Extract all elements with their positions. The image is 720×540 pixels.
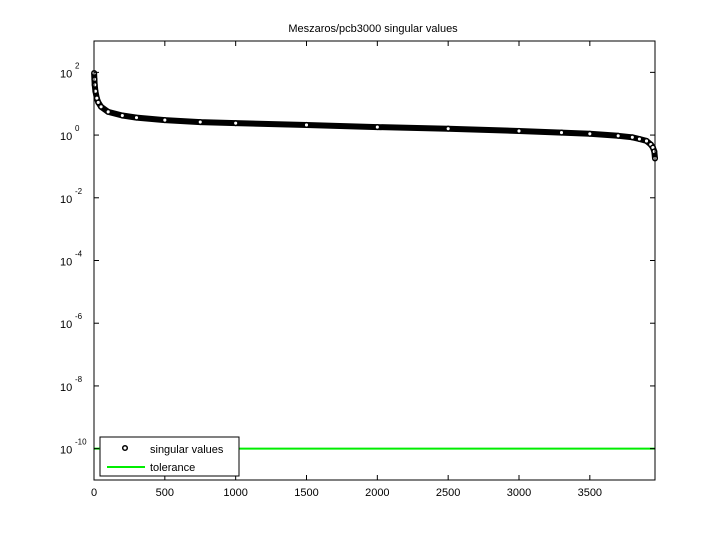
legend-label-tolerance: tolerance [150,462,195,474]
data-point [133,114,140,121]
data-point [636,135,643,143]
x-tick-label: 2500 [436,487,460,499]
y-tick-label: 10 [60,382,72,394]
data-point [197,119,204,126]
y-tick-exponent: 2 [75,61,80,70]
data-point [98,103,105,110]
data-point [95,99,102,106]
y-tick-label: 10 [60,194,72,206]
plot-frame [93,40,656,481]
y-tick-label: 10 [60,319,72,331]
y-tick-label: 10 [60,131,72,143]
singular-values-band [91,72,658,159]
data-point [515,127,523,135]
y-tick-exponent: -8 [75,375,83,384]
data-point [91,81,98,88]
x-tick-label: 3500 [578,487,602,499]
data-point [105,108,112,115]
data-point [232,120,239,127]
chart-title: Meszaros/pcb3000 singular values [288,23,458,35]
legend: singular values tolerance [99,436,240,477]
x-tick-label: 1000 [223,487,247,499]
x-tick-label: 1500 [294,487,318,499]
y-tick-exponent: -6 [75,312,83,321]
legend-marker-singular-values [121,444,129,452]
data-point [374,124,381,131]
axis-ticks: 0 500 1000 1500 2000 2500 3000 350010210010-210… [60,41,655,499]
x-tick-label: 0 [91,487,97,499]
legend-box [99,436,240,477]
data-point [586,130,593,137]
data-point [643,137,650,144]
data-point [651,148,658,155]
y-tick-label: 10 [60,445,72,457]
x-tick-label: 3000 [507,487,531,499]
data-point [615,132,622,139]
y-tick-exponent: -10 [75,438,87,447]
x-tick-label: 500 [156,487,174,499]
data-point [303,121,310,129]
y-tick-exponent: -4 [75,250,83,259]
x-tick-label: 2000 [365,487,389,499]
data-point [558,129,565,136]
y-tick-label: 10 [60,68,72,80]
data-point [629,134,636,141]
legend-label-singular-values: singular values [150,444,224,456]
data-point [445,125,452,132]
plot-marks [91,70,659,450]
data-point [119,112,126,119]
y-tick-exponent: -2 [75,187,83,196]
y-tick-label: 10 [60,257,72,269]
data-point [161,117,168,124]
y-tick-exponent: 0 [75,124,80,133]
